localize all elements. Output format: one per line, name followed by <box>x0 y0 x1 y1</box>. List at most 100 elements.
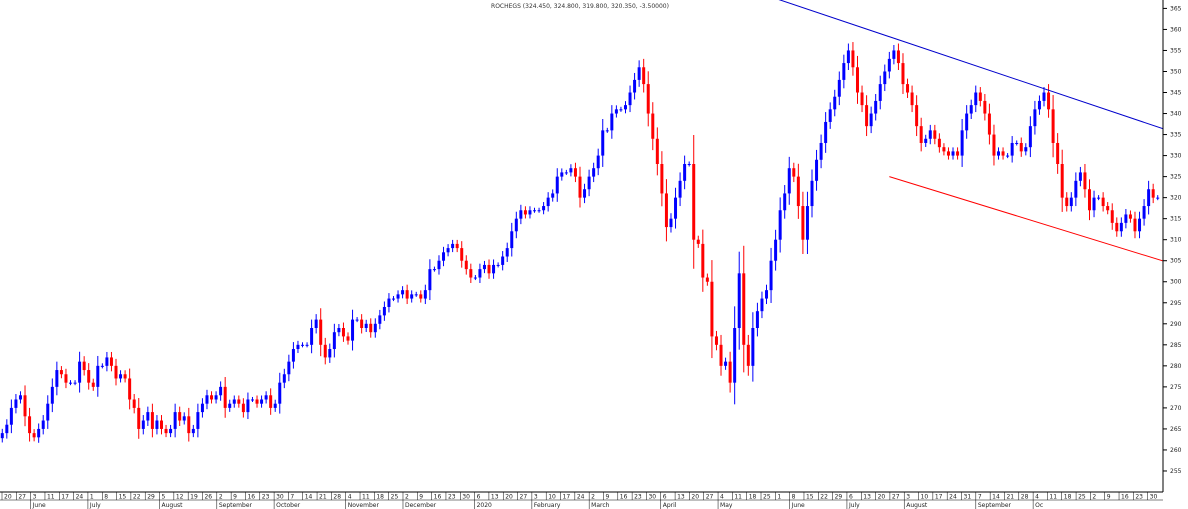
candle-body <box>69 382 73 384</box>
x-month-label: November <box>348 502 380 509</box>
candle-body <box>787 168 791 194</box>
candle-body <box>874 100 878 114</box>
x-day-tick-label: 3 <box>906 494 910 501</box>
candle-body <box>182 416 186 421</box>
candle-body <box>278 382 282 404</box>
candle-body <box>287 361 291 375</box>
candle-body <box>109 357 113 366</box>
candle-body <box>159 420 163 429</box>
x-day-tick-label: 9 <box>605 494 609 501</box>
candle-body <box>942 147 946 152</box>
candle-body <box>960 130 964 156</box>
y-axis: 255 260 265 270 275 280 285 290 295 300 305 310 315 3… <box>1162 0 1188 492</box>
candle-body <box>319 319 323 345</box>
candle-body <box>742 273 746 345</box>
candle-body <box>678 180 682 198</box>
x-day-tick-label: 3 <box>534 494 538 501</box>
candle-body <box>164 428 168 434</box>
candle-body <box>1110 210 1114 223</box>
x-day-tick-label: 4 <box>348 494 352 501</box>
candle-body <box>191 428 195 434</box>
candle-body <box>1065 197 1069 207</box>
candle-body <box>896 50 900 64</box>
candle-body <box>819 142 823 160</box>
y-tick-label: 355 <box>1170 47 1182 54</box>
candle-body <box>314 319 318 328</box>
candle-body <box>614 109 618 114</box>
x-day-tick-label: 11 <box>362 494 370 501</box>
candle-body <box>1019 142 1023 152</box>
candle-body <box>437 260 441 270</box>
candle-body <box>551 193 555 198</box>
candle-body <box>200 403 204 413</box>
candle-body <box>573 168 577 177</box>
candle-body <box>783 193 787 211</box>
candle-body <box>173 412 177 429</box>
y-tick-label: 280 <box>1170 363 1182 370</box>
candle-body <box>537 210 541 212</box>
candle-body <box>50 386 54 404</box>
x-day-tick-label: 12 <box>176 494 184 501</box>
x-day-tick-label: 30 <box>648 494 656 501</box>
candle-body <box>364 323 368 328</box>
candle-body <box>178 412 182 421</box>
candle-body <box>464 260 468 270</box>
candle-body <box>264 395 268 400</box>
candle-body <box>637 67 641 80</box>
candle-body <box>401 290 405 295</box>
x-day-tick-label: 20 <box>4 494 12 501</box>
candle-body <box>78 361 82 383</box>
candle-body <box>696 239 700 244</box>
x-day-tick-label: 19 <box>190 494 198 501</box>
candle-body <box>801 206 805 240</box>
x-day-tick-label: 29 <box>147 494 155 501</box>
x-day-tick-label: 24 <box>949 494 957 501</box>
candle-body <box>328 349 332 358</box>
candle-body <box>855 67 859 93</box>
x-day-tick-label: 21 <box>319 494 327 501</box>
x-month-label: February <box>534 502 561 509</box>
x-month-label: April <box>663 502 677 509</box>
candle-body <box>341 328 345 337</box>
candle-body <box>1092 197 1096 211</box>
candle-body <box>560 172 564 177</box>
candle-body <box>442 252 446 261</box>
candle-body <box>669 218 673 228</box>
x-day-tick-label: 17 <box>935 494 943 501</box>
x-month-label: June <box>32 502 46 509</box>
candle-body <box>205 395 209 404</box>
y-tick-label: 335 <box>1170 132 1182 139</box>
candle-body <box>674 197 678 219</box>
candle-body <box>1087 189 1091 211</box>
y-tick-label: 305 <box>1170 258 1182 265</box>
candle-body <box>765 290 769 299</box>
x-day-tick-label: 20 <box>691 494 699 501</box>
candle-body <box>892 50 896 59</box>
candle-body <box>337 328 341 333</box>
candle-body <box>719 344 723 366</box>
y-tick-label: 330 <box>1170 153 1182 160</box>
y-tick-label: 360 <box>1170 26 1182 33</box>
candle-body <box>332 332 336 350</box>
y-tick-label: 260 <box>1170 447 1182 454</box>
candle-body <box>373 323 377 333</box>
candle-body <box>705 277 709 282</box>
y-tick-label: 365 <box>1170 5 1182 12</box>
x-month-label: September <box>219 502 253 509</box>
candle-body <box>301 344 305 346</box>
candle-body <box>1051 109 1055 143</box>
candle-body <box>660 164 664 194</box>
candle-body <box>596 155 600 169</box>
candle-body <box>473 277 477 279</box>
candle-body <box>73 382 77 384</box>
candle-body <box>282 374 286 383</box>
candle-body <box>360 319 364 328</box>
candle-body <box>214 395 218 400</box>
y-tick-label: 320 <box>1170 195 1182 202</box>
x-day-tick-label: 21 <box>1006 494 1014 501</box>
x-day-tick-label: 27 <box>18 494 26 501</box>
candle-body <box>155 420 159 429</box>
candle-body <box>1042 92 1046 101</box>
x-day-tick-label: 13 <box>491 494 499 501</box>
candle-body <box>924 138 928 143</box>
